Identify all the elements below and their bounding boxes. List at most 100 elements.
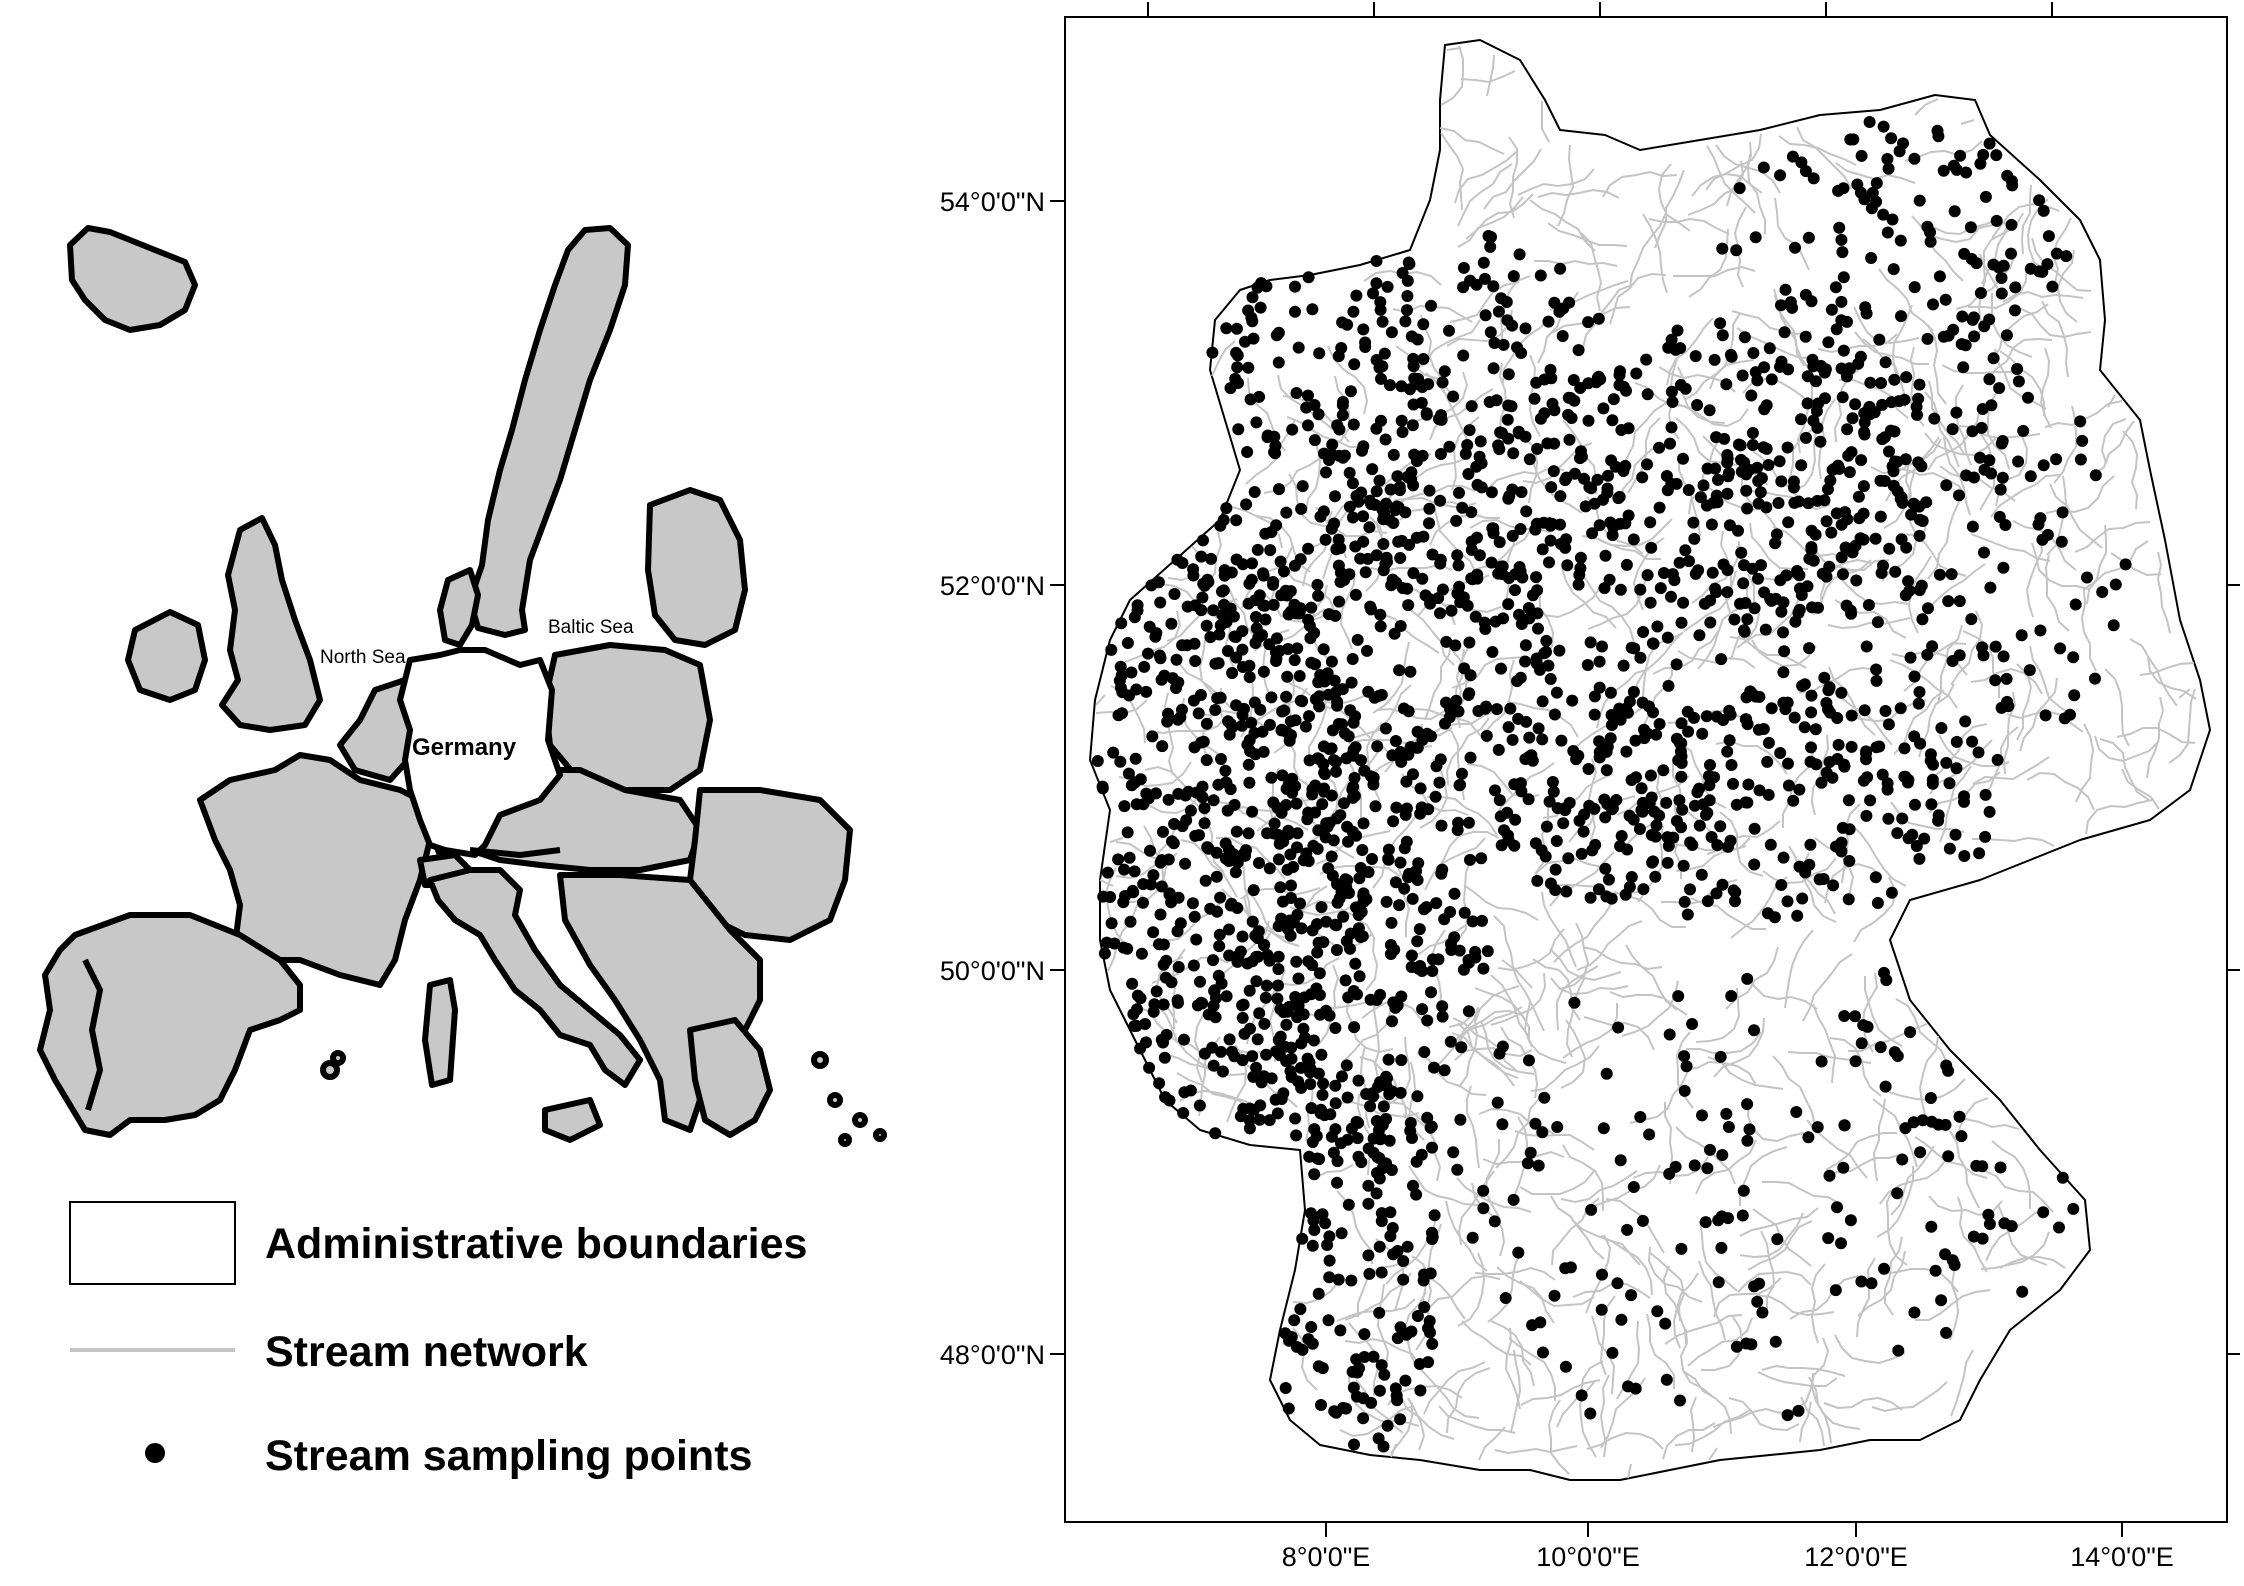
stream-segment	[1698, 1260, 1726, 1341]
sampling-point	[1243, 984, 1256, 997]
sampling-point	[1698, 597, 1711, 610]
sampling-point	[1602, 873, 1615, 886]
sampling-point	[1855, 1037, 1868, 1050]
stream-segment	[1436, 831, 1500, 872]
sampling-point	[1405, 949, 1418, 962]
sampling-point	[1375, 1207, 1388, 1220]
sampling-point	[1305, 1102, 1318, 1115]
stream-segment	[1417, 1365, 1480, 1419]
sampling-point	[1978, 320, 1991, 333]
sampling-point	[1214, 519, 1227, 532]
sampling-point	[1682, 484, 1695, 496]
stream-segment	[1914, 98, 1939, 116]
sampling-point	[1411, 935, 1424, 948]
sampling-point	[1593, 681, 1606, 694]
sampling-point	[1579, 500, 1592, 513]
stream-segment	[1446, 1367, 1491, 1434]
sampling-point	[1563, 433, 1576, 446]
sampling-point	[2067, 651, 2080, 664]
sampling-point	[1520, 505, 1533, 518]
sampling-point	[1364, 600, 1377, 613]
sampling-point	[1989, 640, 2002, 653]
stream-segment	[1581, 535, 1661, 560]
stream-segment	[1562, 1003, 1618, 1059]
stream-segment	[1739, 1207, 1819, 1237]
sampling-point	[1666, 568, 1679, 581]
sampling-point	[1496, 1118, 1509, 1131]
sampling-point	[1646, 856, 1659, 869]
sampling-point	[1402, 256, 1415, 269]
sampling-point	[1375, 1359, 1388, 1372]
sampling-point	[1209, 1011, 1222, 1024]
sampling-point	[1377, 1440, 1390, 1453]
sampling-point	[1605, 709, 1618, 721]
sampling-point	[1470, 278, 1483, 291]
stream-segment	[1713, 1017, 1765, 1078]
sampling-point	[1771, 1233, 1784, 1246]
sampling-point	[1479, 623, 1492, 635]
sampling-point	[1435, 867, 1448, 880]
stream-segment	[1991, 1140, 2031, 1209]
sampling-point	[1502, 598, 1515, 611]
sampling-point	[1479, 309, 1492, 322]
sampling-point	[1220, 322, 1233, 335]
stream-segment	[1176, 1072, 1252, 1111]
sampling-point	[2039, 709, 2052, 722]
sampling-point	[1836, 246, 1849, 259]
sampling-point	[2058, 712, 2071, 725]
sampling-point	[1914, 1146, 1927, 1159]
sampling-point	[1299, 720, 1312, 733]
sampling-point	[1396, 267, 1409, 279]
stream-segment	[1483, 659, 1515, 735]
sampling-point	[1307, 839, 1320, 852]
sampling-point	[1935, 722, 1948, 734]
stream-segment	[1510, 1349, 1522, 1433]
sampling-point	[1305, 1321, 1318, 1333]
sampling-point	[1659, 1317, 1672, 1330]
sampling-point	[1721, 449, 1734, 461]
sampling-point	[1176, 557, 1189, 569]
sampling-point	[2056, 506, 2069, 519]
sampling-point	[2009, 281, 2022, 294]
sampling-point	[1426, 965, 1439, 977]
sampling-point	[1326, 869, 1339, 882]
stream-segment	[1419, 758, 1449, 829]
sampling-point	[1424, 1267, 1437, 1280]
sampling-point	[2037, 459, 2050, 472]
sampling-point	[1887, 263, 1900, 276]
sampling-point	[1357, 440, 1370, 453]
sampling-point	[1457, 261, 1470, 274]
stream-segment	[1429, 388, 1494, 441]
sampling-point	[1234, 1110, 1247, 1123]
sampling-point	[1597, 493, 1609, 506]
sampling-point	[2011, 363, 2024, 375]
sampling-point	[1875, 567, 1888, 579]
sampling-point	[1251, 543, 1264, 556]
sampling-point	[1388, 627, 1401, 640]
stream-segment	[1541, 101, 1550, 143]
sampling-point	[1325, 522, 1338, 535]
sampling-point	[1248, 696, 1261, 709]
sampling-point	[1489, 615, 1502, 628]
sampling-point	[1307, 1034, 1320, 1047]
sampling-point	[2022, 391, 2034, 404]
sampling-point	[1650, 819, 1663, 832]
stream-segment	[1519, 1170, 1595, 1195]
sampling-point	[1450, 514, 1463, 527]
sampling-point	[1091, 755, 1104, 767]
stream-segment	[1177, 661, 1245, 712]
sampling-point	[1277, 895, 1289, 908]
sampling-point	[1334, 1324, 1347, 1337]
sampling-point	[1660, 796, 1673, 809]
sampling-point	[1775, 879, 1788, 891]
sampling-point	[1424, 1121, 1437, 1134]
sampling-point	[1338, 797, 1350, 810]
sampling-point	[1394, 552, 1407, 564]
stream-segment	[1337, 1100, 1420, 1119]
sampling-point	[1777, 666, 1790, 679]
sampling-point	[1249, 637, 1262, 649]
sampling-point	[1243, 1102, 1256, 1115]
sampling-point	[1474, 435, 1487, 448]
sampling-point	[1370, 1115, 1383, 1127]
sampling-point	[1416, 1003, 1429, 1016]
